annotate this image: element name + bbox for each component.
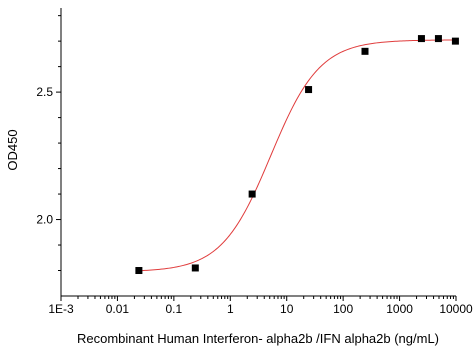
x-tick-label: 100: [333, 302, 353, 316]
fit-curve-group: [138, 39, 456, 272]
data-point: [248, 190, 256, 198]
y-tick-label: 2.0: [36, 213, 53, 227]
x-tick-label: 0.1: [166, 302, 183, 316]
y-axis-title: OD450: [5, 129, 20, 170]
data-point: [305, 86, 313, 94]
axes: 1E-3 0.01 0.1 1 10 100 1000 10000 2.0 2.5: [36, 8, 473, 316]
y-tick-label: 2.5: [36, 85, 53, 99]
x-tick-label: 1000: [386, 302, 413, 316]
data-point: [135, 267, 143, 275]
x-tick-label: 1E-3: [48, 302, 74, 316]
x-axis-title: Recombinant Human Interferon- alpha2b /I…: [77, 331, 439, 346]
fit-curve: [138, 39, 456, 272]
x-tick-label: 1: [227, 302, 234, 316]
data-point: [361, 47, 369, 55]
data-point: [417, 35, 425, 43]
x-tick-label: 10000: [439, 302, 473, 316]
data-point: [434, 35, 442, 43]
x-tick-label: 10: [280, 302, 294, 316]
x-tick-label: 0.01: [106, 302, 130, 316]
data-point: [451, 37, 459, 45]
data-point: [191, 264, 199, 272]
data-points-group: [135, 35, 459, 275]
